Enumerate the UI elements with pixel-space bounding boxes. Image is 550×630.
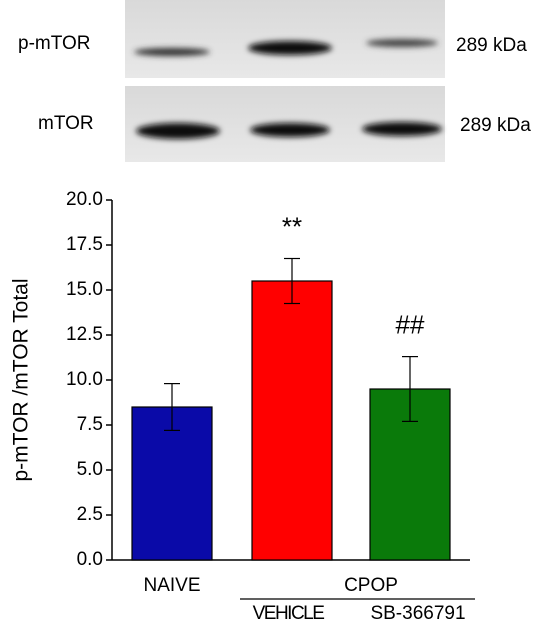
significance-label: ** [282, 211, 302, 241]
band [136, 123, 220, 139]
y-tick-label: 10.0 [66, 369, 103, 390]
blot-label: p-mTOR [18, 33, 90, 54]
y-axis-label: p-mTOR /mTOR Total [10, 278, 33, 481]
blot-size: 289 kDa [456, 35, 527, 56]
blot-size: 289 kDa [460, 115, 531, 136]
blot-strip [125, 0, 445, 78]
y-tick-label: 12.5 [66, 324, 103, 345]
y-tick-label: 5.0 [77, 459, 103, 480]
y-tick-label: 17.5 [66, 234, 103, 255]
bar [251, 280, 333, 561]
significance-label: ## [396, 309, 425, 339]
y-tick-label: 0.0 [77, 549, 103, 570]
x-tick-label: NAIVE [143, 575, 200, 596]
group-label: CPOP [344, 575, 398, 596]
band [248, 41, 332, 55]
band [362, 122, 442, 136]
band [366, 39, 438, 47]
y-tick-label: 20.0 [66, 189, 103, 210]
y-tick-label: 15.0 [66, 279, 103, 300]
y-tick-label: 2.5 [77, 504, 103, 525]
band [250, 123, 330, 137]
x-tick-label: VEHICLE [253, 603, 325, 624]
band [134, 48, 210, 56]
blot-label: mTOR [38, 113, 94, 134]
x-tick-label: SB-366791 [370, 603, 465, 624]
bar [131, 406, 213, 561]
blot: p-mTOR mTOR 289 kDa 289 kDa [18, 0, 531, 162]
y-tick-label: 7.5 [77, 414, 103, 435]
